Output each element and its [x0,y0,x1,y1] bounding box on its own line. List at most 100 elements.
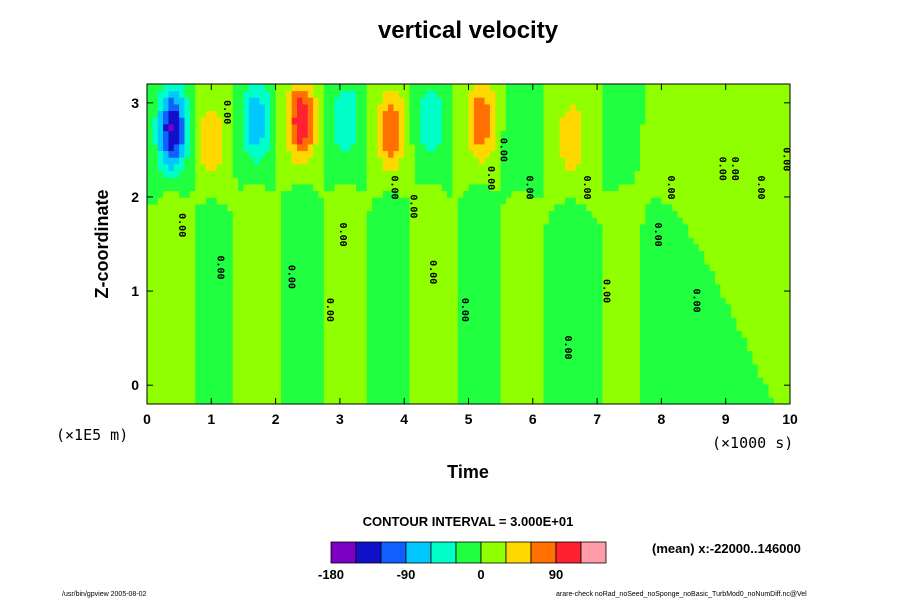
field-cell [452,357,459,365]
field-cell [152,104,159,112]
field-cell [447,130,453,138]
field-cell [270,310,276,318]
field-cell [366,144,373,152]
field-cell [613,104,619,112]
field-cell [163,224,169,232]
field-cell [516,397,523,404]
field-cell [430,157,437,165]
field-cell [195,344,201,352]
field-cell [350,264,357,272]
field-cell [398,144,405,152]
field-cell [350,137,357,145]
field-cell [388,130,394,138]
field-cell [372,117,378,125]
field-cell [575,164,582,172]
field-cell [420,190,427,198]
field-cell [355,310,362,318]
field-cell [393,130,400,138]
field-cell [264,190,271,198]
field-cell [216,204,223,212]
field-cell [538,110,544,118]
field-cell [152,237,159,245]
field-cell [275,384,282,392]
field-cell [297,237,303,245]
field-cell [238,124,244,132]
field-cell [147,110,153,118]
field-cell [307,144,314,152]
field-cell [152,377,159,385]
field-cell [559,257,566,265]
field-cell [548,144,555,152]
field-cell [216,304,223,312]
field-cell [382,104,389,112]
field-cell [436,364,443,372]
field-cell [666,144,673,152]
field-cell [329,170,335,178]
field-cell [463,217,469,225]
field-cell [597,130,603,138]
field-cell [436,264,443,272]
field-cell [388,357,394,365]
field-cell [147,270,153,278]
field-cell [511,237,518,245]
field-cell [430,344,437,352]
field-cell [189,137,196,145]
field-cell [473,170,480,178]
field-cell [607,310,614,318]
field-cell [511,124,518,132]
field-cell [634,97,641,105]
field-cell [195,237,201,245]
field-cell [597,370,603,378]
field-cell [581,104,587,112]
field-cell [495,330,502,338]
field-cell [522,257,528,265]
field-cell [463,357,469,365]
field-cell [254,164,260,172]
field-cell [184,157,191,165]
field-cell [559,397,566,404]
field-cell [313,144,319,152]
field-cell [157,304,164,312]
field-cell [350,190,357,198]
field-cell [473,344,480,352]
field-cell [318,117,325,125]
field-cell [645,357,652,365]
field-cell [682,84,689,92]
field-cell [532,290,539,298]
field-cell [248,397,255,404]
field-cell [495,390,502,398]
field-cell [227,190,234,198]
field-cell [623,157,630,165]
field-cell [248,164,255,172]
field-cell [629,297,636,305]
field-cell [238,130,244,138]
field-cell [297,137,303,145]
field-cell [168,104,175,112]
field-cell [634,304,641,312]
field-cell [248,184,255,192]
field-cell [650,217,657,225]
field-cell [179,257,185,265]
field-cell [634,350,641,358]
field-cell [227,104,234,112]
field-cell [581,224,587,232]
field-cell [270,324,276,332]
field-cell [661,250,668,258]
field-cell [254,217,260,225]
field-cell [463,284,469,292]
field-cell [372,297,378,305]
field-cell [463,277,469,285]
field-cell [152,290,159,298]
field-cell [227,370,234,378]
field-cell [275,344,282,352]
field-cell [286,137,293,145]
field-cell [388,170,394,178]
field-cell [382,190,389,198]
field-cell [334,137,341,145]
field-cell [286,90,293,98]
field-cell [334,370,341,378]
field-cell [484,104,491,112]
field-cell [259,157,266,165]
field-cell [318,177,325,185]
field-cell [436,290,443,298]
